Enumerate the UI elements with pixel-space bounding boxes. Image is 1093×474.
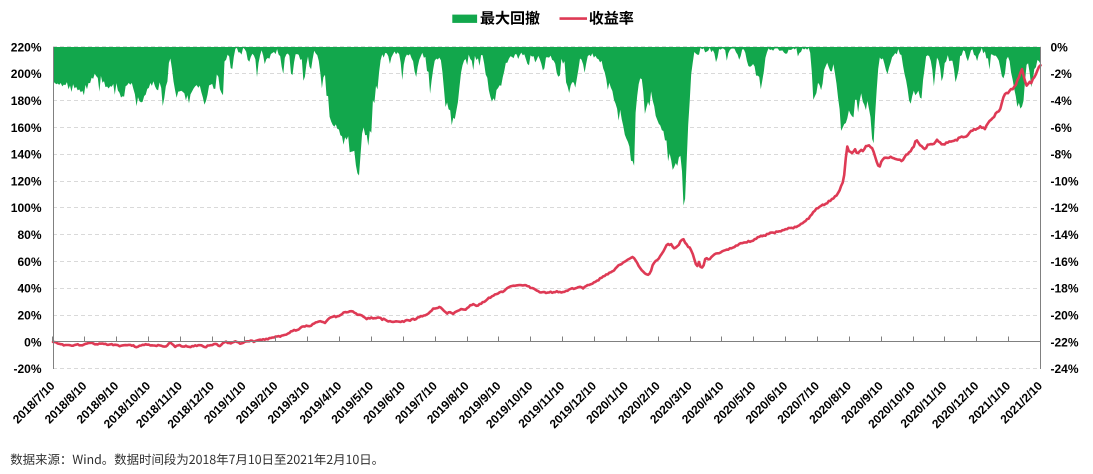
svg-text:80%: 80% <box>17 228 41 242</box>
svg-text:0%: 0% <box>24 335 42 349</box>
svg-text:-4%: -4% <box>1051 94 1073 108</box>
svg-text:180%: 180% <box>11 94 42 108</box>
svg-text:220%: 220% <box>11 40 42 54</box>
svg-text:-20%: -20% <box>13 362 41 376</box>
svg-text:20%: 20% <box>17 309 41 323</box>
svg-text:0%: 0% <box>1051 40 1069 54</box>
svg-text:-18%: -18% <box>1051 282 1079 296</box>
svg-text:-24%: -24% <box>1051 362 1079 376</box>
svg-text:-20%: -20% <box>1051 309 1079 323</box>
svg-text:-12%: -12% <box>1051 201 1079 215</box>
svg-text:120%: 120% <box>11 174 42 188</box>
svg-text:140%: 140% <box>11 148 42 162</box>
svg-text:60%: 60% <box>17 255 41 269</box>
svg-text:100%: 100% <box>11 201 42 215</box>
svg-text:40%: 40% <box>17 282 41 296</box>
svg-text:-22%: -22% <box>1051 335 1079 349</box>
svg-text:-10%: -10% <box>1051 174 1079 188</box>
svg-text:200%: 200% <box>11 67 42 81</box>
svg-text:160%: 160% <box>11 121 42 135</box>
svg-text:-6%: -6% <box>1051 121 1073 135</box>
svg-text:-8%: -8% <box>1051 148 1073 162</box>
svg-text:-16%: -16% <box>1051 255 1079 269</box>
svg-text:-14%: -14% <box>1051 228 1079 242</box>
svg-text:-2%: -2% <box>1051 67 1073 81</box>
